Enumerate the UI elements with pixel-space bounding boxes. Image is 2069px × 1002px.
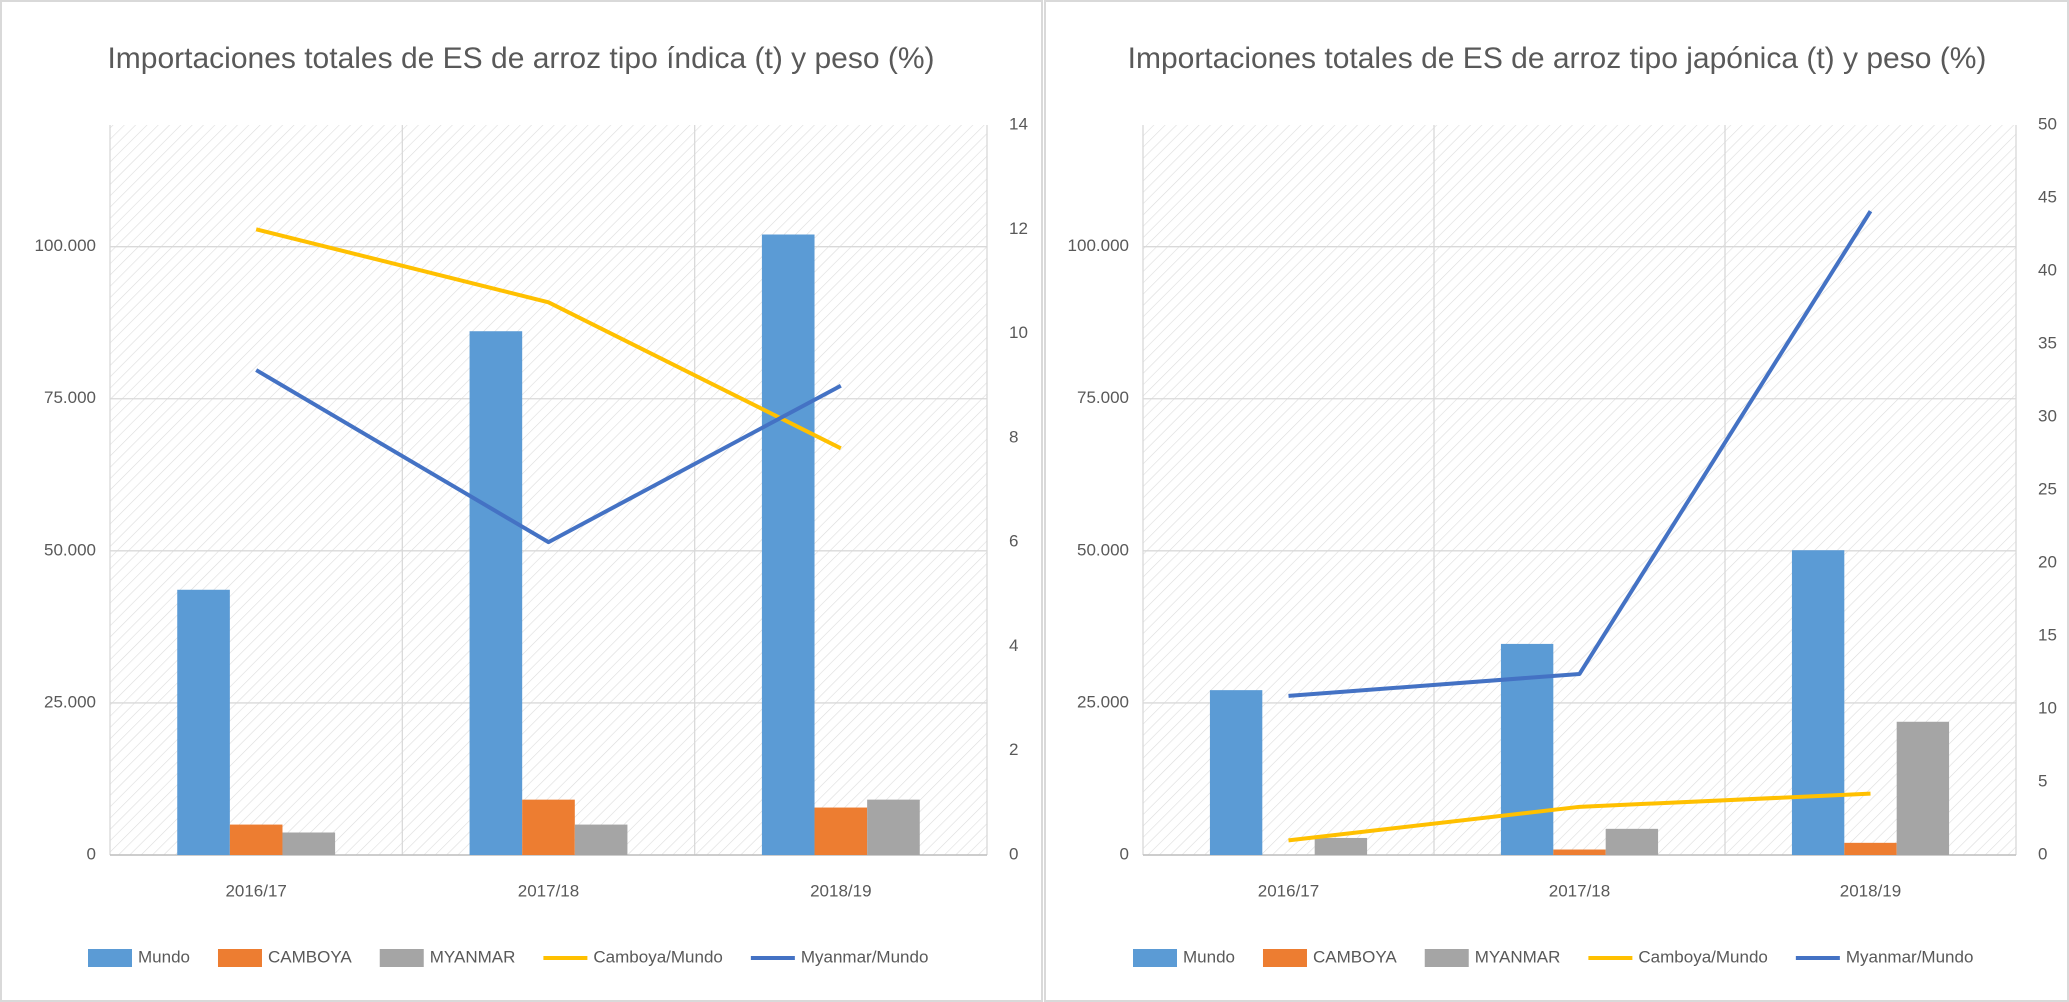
legend-swatch: [1133, 949, 1177, 967]
legend-swatch: [1424, 949, 1469, 967]
bar: [574, 824, 628, 855]
y2-tick-label: 0: [1009, 844, 1018, 863]
legend-label: CAMBOYA: [268, 947, 352, 966]
y-tick-label: 50.000: [1077, 540, 1129, 559]
bar: [469, 331, 523, 856]
y-tick-label: 25.000: [1077, 692, 1129, 711]
y2-tick-label: 30: [2038, 406, 2057, 425]
legend-label: MYANMAR: [1475, 947, 1561, 966]
y2-tick-label: 12: [1009, 219, 1028, 238]
x-tick-label: 2017/18: [518, 881, 579, 900]
y2-tick-label: 45: [2038, 187, 2057, 206]
y2-tick-label: 10: [2038, 698, 2057, 717]
line-series: [255, 368, 842, 545]
y-tick-label: 75.000: [44, 388, 96, 407]
x-tick-label: 2016/17: [1258, 881, 1319, 900]
bar: [1896, 721, 1950, 855]
y2-tick-label: 10: [1009, 323, 1028, 342]
line-series: [255, 227, 842, 451]
y-tick-label: 0: [87, 844, 96, 863]
y2-tick-label: 15: [2038, 625, 2057, 644]
y-tick-label: 100.000: [35, 236, 96, 255]
y2-tick-label: 5: [2038, 771, 2047, 790]
legend-label: Camboya/Mundo: [593, 947, 722, 966]
plot-area: [110, 125, 987, 855]
line-series: [1288, 791, 1871, 843]
x-tick-label: 2018/19: [810, 881, 871, 900]
bar: [1314, 837, 1368, 855]
y-tick-label: 25.000: [44, 692, 96, 711]
x-tick-label: 2018/19: [1840, 881, 1901, 900]
chart-title: Importaciones totales de ES de arroz tip…: [1128, 42, 1987, 75]
y2-tick-label: 2: [1009, 740, 1018, 759]
line-series: [1288, 210, 1873, 698]
x-tick-label: 2016/17: [225, 881, 286, 900]
bar: [1553, 849, 1606, 855]
bar: [1791, 550, 1845, 855]
y2-tick-label: 50: [2038, 114, 2057, 133]
y2-tick-label: 14: [1009, 114, 1028, 133]
panel-border: [1044, 0, 2069, 1002]
bar: [1605, 828, 1659, 855]
plot-area: [1143, 125, 2016, 855]
legend-swatch: [88, 949, 132, 967]
legend-label: Mundo: [1183, 947, 1235, 966]
bar: [177, 589, 230, 855]
legend-swatch: [379, 949, 424, 967]
y2-tick-label: 4: [1009, 636, 1018, 655]
legend-label: MYANMAR: [430, 947, 516, 966]
legend-swatch: [1262, 949, 1307, 967]
bar: [761, 234, 815, 855]
y-tick-label: 0: [1120, 844, 1129, 863]
y2-tick-label: 40: [2038, 260, 2057, 279]
y-tick-label: 75.000: [1077, 388, 1129, 407]
chart-title: Importaciones totales de ES de arroz tip…: [107, 42, 934, 75]
bar: [867, 799, 920, 855]
y-tick-label: 100.000: [1068, 236, 1129, 255]
bar: [229, 824, 283, 855]
legend-label: CAMBOYA: [1313, 947, 1397, 966]
legend-label: Myanmar/Mundo: [801, 947, 929, 966]
bar: [1844, 842, 1897, 855]
y2-tick-label: 25: [2038, 479, 2057, 498]
legend-label: Camboya/Mundo: [1638, 947, 1767, 966]
legend-swatch: [217, 949, 262, 967]
y2-tick-label: 8: [1009, 427, 1018, 446]
y2-tick-label: 35: [2038, 333, 2057, 352]
bar: [282, 832, 336, 855]
y2-tick-label: 6: [1009, 532, 1018, 551]
legend-label: Mundo: [138, 947, 190, 966]
panel-border: [0, 0, 1043, 1002]
y-tick-label: 50.000: [44, 540, 96, 559]
x-tick-label: 2017/18: [1549, 881, 1610, 900]
legend-label: Myanmar/Mundo: [1846, 947, 1974, 966]
bar: [1209, 690, 1263, 855]
bar: [522, 799, 575, 855]
y2-tick-label: 20: [2038, 552, 2057, 571]
bar: [814, 807, 868, 855]
y2-tick-label: 0: [2038, 844, 2047, 863]
